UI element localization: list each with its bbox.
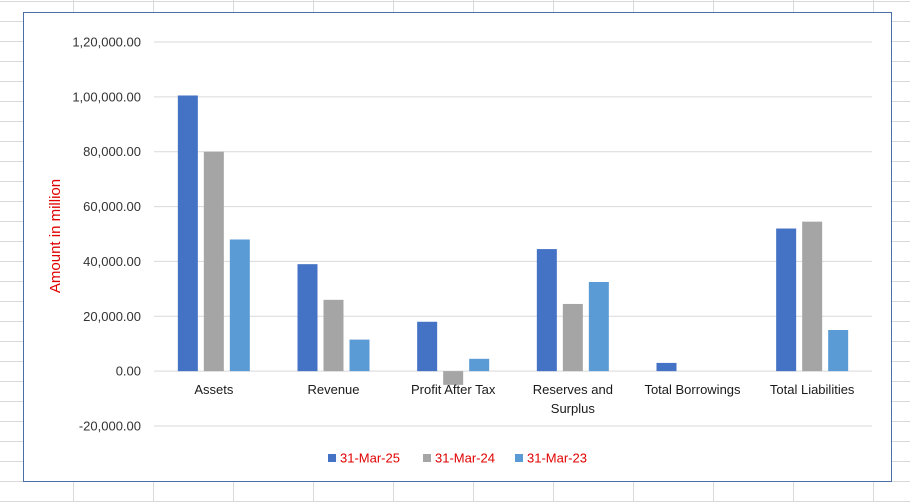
x-category-label-line: Profit After Tax [411, 382, 496, 397]
y-tick-label: 80,000.00 [83, 144, 141, 159]
bar [469, 358, 490, 372]
bar [229, 239, 250, 372]
x-category-label: Total Liabilities [770, 382, 855, 397]
x-category-label-line: Revenue [307, 382, 359, 397]
x-category-label: Profit After Tax [411, 382, 496, 397]
y-tick-label: 60,000.00 [83, 199, 141, 214]
x-category-label-line: Total Borrowings [644, 382, 741, 397]
bar [443, 371, 464, 385]
y-axis-title: Amount in million [47, 179, 64, 293]
y-tick-label: 0.00 [116, 364, 141, 379]
bar [588, 282, 609, 372]
bar-chart: -20,000.00 0.00 20,000.00 40,000.00 60,000.0… [47, 35, 872, 466]
y-tick-label: 1,20,000.00 [72, 35, 141, 50]
bar [828, 330, 849, 372]
x-category-label-line: Surplus [551, 401, 596, 416]
bar [417, 321, 438, 372]
legend-swatch [423, 454, 431, 462]
y-axis-tick-labels: -20,000.00 0.00 20,000.00 40,000.00 60,000.0… [72, 35, 141, 434]
x-category-label-line: Assets [194, 382, 234, 397]
x-category-label: Revenue [307, 382, 359, 397]
bar [177, 95, 198, 372]
x-category-label-line: Reserves and [533, 382, 613, 397]
legend[interactable]: 31-Mar-25 31-Mar-24 31-Mar-23 [328, 451, 587, 466]
bar [203, 151, 224, 372]
legend-swatch [328, 454, 336, 462]
bar [802, 221, 823, 372]
legend-swatch [515, 454, 523, 462]
bars [177, 95, 849, 385]
legend-label: 31-Mar-25 [340, 451, 400, 466]
legend-label: 31-Mar-24 [435, 451, 495, 466]
x-axis-category-labels: Assets Revenue Profit After Tax Reserves an… [194, 382, 855, 416]
x-category-label-line: Total Liabilities [770, 382, 855, 397]
bar [656, 362, 677, 372]
x-category-label: Assets [194, 382, 234, 397]
legend-label: 31-Mar-23 [527, 451, 587, 466]
bar [776, 228, 797, 372]
chart-area[interactable]: -20,000.00 0.00 20,000.00 40,000.00 60,000.0… [23, 12, 892, 482]
bar [297, 264, 318, 372]
bar [349, 339, 370, 372]
x-category-label: Reserves and Surplus [533, 382, 613, 416]
bar [562, 303, 583, 372]
x-category-label: Total Borrowings [644, 382, 741, 397]
y-tick-label: 20,000.00 [83, 309, 141, 324]
y-tick-label: 40,000.00 [83, 254, 141, 269]
gridlines [154, 41, 872, 427]
bar [323, 299, 344, 372]
y-tick-label: -20,000.00 [79, 419, 141, 434]
y-tick-label: 1,00,000.00 [72, 89, 141, 104]
bar [536, 249, 557, 372]
